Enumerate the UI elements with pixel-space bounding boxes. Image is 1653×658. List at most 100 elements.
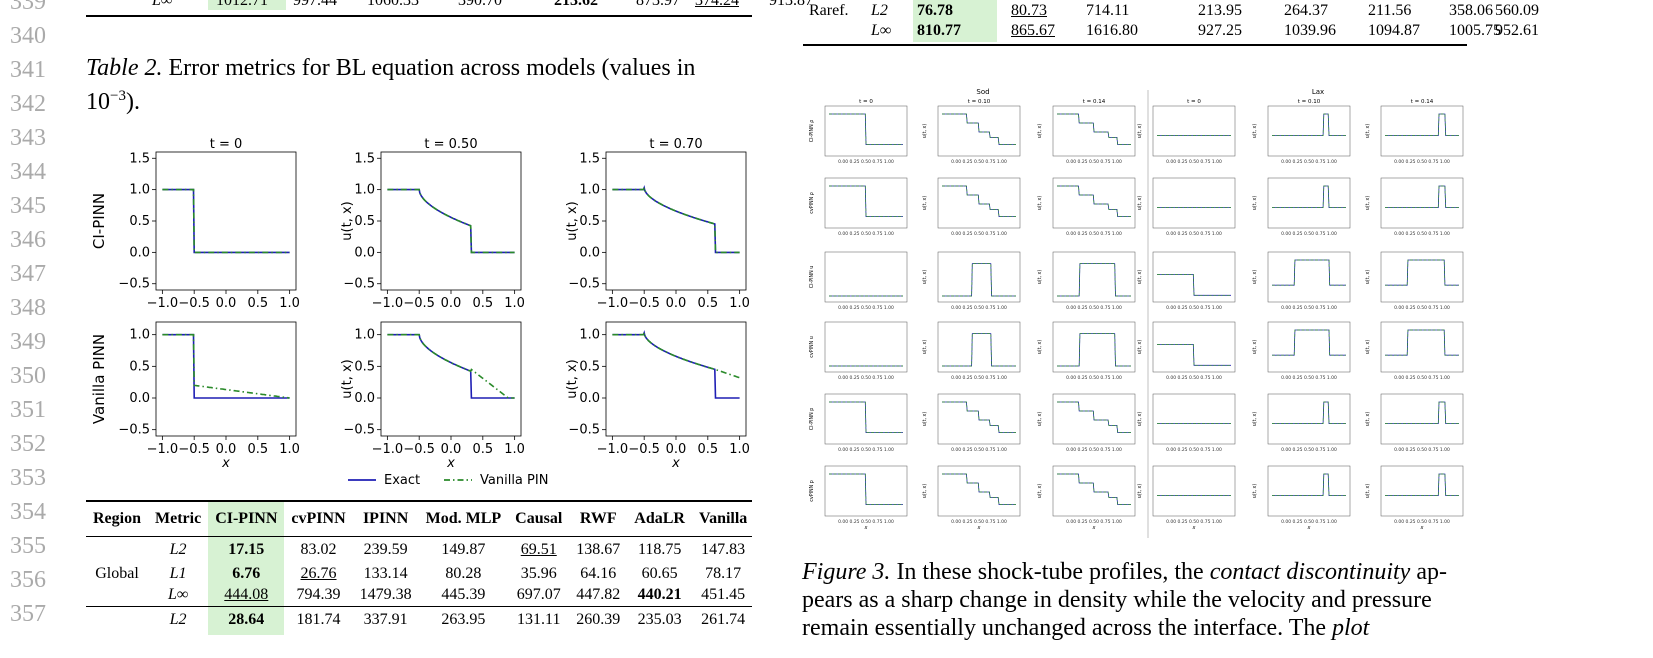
- plot-frame: [155, 321, 297, 437]
- exact-curve: [942, 401, 1016, 433]
- y-axis-label: u(t, x): [1037, 270, 1043, 285]
- table-cell: 865.67: [1011, 22, 1055, 39]
- y-tick-label: −0.5: [343, 423, 375, 438]
- column-header: AdaLR: [634, 510, 685, 527]
- exact-curve: [1385, 329, 1459, 356]
- y-tick-label: 1.0: [354, 183, 375, 198]
- x-axis-label: x: [1092, 525, 1096, 531]
- pinn-curve: [942, 401, 1016, 433]
- plot-frame: [1380, 105, 1464, 157]
- subplot: 0.00 0.25 0.50 0.75 1.00 u(t, x): [1037, 177, 1136, 237]
- pinn-curve: [1157, 274, 1231, 296]
- highlight-cell: [208, 0, 286, 10]
- exact-curve: [162, 333, 290, 399]
- pinn-curve: [1385, 401, 1459, 424]
- x-tick-label: 0.0: [666, 442, 687, 457]
- y-axis-label: CI-PINN u: [809, 266, 815, 289]
- x-axis-label: x: [977, 525, 981, 531]
- line-number: 347: [10, 261, 46, 287]
- exact-curve: [1057, 113, 1131, 145]
- pinn-curve: [1057, 185, 1131, 217]
- table-cell: 261.74: [701, 611, 746, 628]
- y-axis-label: u(t, x): [922, 484, 928, 499]
- error-table: Region Metric CI-PINN cvPINN IPINN Mod. MLP Ca…: [86, 502, 754, 635]
- y-axis-label: u(t, x): [1137, 484, 1143, 499]
- region-cell: [86, 584, 148, 605]
- subplot: 0.00 0.25 0.50 0.75 1.00x u(t, x): [1137, 465, 1236, 531]
- y-axis-label: u(t, x): [1037, 340, 1043, 355]
- y-axis-label: u(t, x): [922, 270, 928, 285]
- y-tick-label: 0.5: [129, 359, 150, 374]
- legend: Exact Vanilla PIN: [348, 473, 548, 488]
- subplot: 0.00 0.25 0.50 0.75 1.00 u(t, x): [1137, 251, 1236, 311]
- pinn-curve: [1272, 259, 1346, 286]
- x-tick-label: 0.00 0.25 0.50 0.75 1.00: [1394, 447, 1450, 453]
- plot-frame: [937, 251, 1021, 303]
- pinn-curve: [942, 113, 1016, 145]
- plot-frame: [1380, 177, 1464, 229]
- line-number: 352: [10, 431, 46, 457]
- y-tick-label: 0.0: [354, 245, 375, 260]
- x-tick-label: 0.00 0.25 0.50 0.75 1.00: [1166, 519, 1222, 525]
- exact-curve: [1272, 329, 1346, 356]
- plot-frame: [1052, 465, 1136, 517]
- metric-label: L∞: [871, 22, 892, 39]
- plot-frame: [1152, 251, 1236, 303]
- x-tick-label: −0.5: [178, 296, 210, 311]
- table-cell: 80.73: [1011, 2, 1047, 19]
- table-rule-top-right: [803, 44, 1467, 46]
- shock-tube-figure: Sod Lax t = 0 t = 0.10 t = 0.14 t = 0 t = 0.10…: [809, 88, 1464, 538]
- line-number: 350: [10, 363, 46, 389]
- subplot: 0.00 0.25 0.50 0.75 1.00 u(t, x): [1365, 177, 1464, 237]
- pinn-curve: [1385, 259, 1459, 286]
- x-tick-label: 0.00 0.25 0.50 0.75 1.00: [1066, 305, 1122, 311]
- x-tick-label: 1.0: [504, 296, 525, 311]
- x-tick-label: 0.00 0.25 0.50 0.75 1.00: [1281, 375, 1337, 381]
- y-axis-label: u(t, x): [922, 340, 928, 355]
- table-cell: 83.02: [300, 540, 337, 558]
- plot-frame: [1267, 177, 1351, 229]
- pinn-curve: [162, 188, 290, 254]
- y-tick-label: 0.0: [354, 391, 375, 406]
- pinn-curve: [387, 188, 515, 254]
- y-tick-label: 1.5: [129, 151, 150, 166]
- exact-curve: [162, 188, 290, 254]
- x-tick-label: −0.5: [403, 442, 435, 457]
- table-cell: 69.51: [520, 540, 557, 558]
- subplot: 0.00 0.25 0.50 0.75 1.00 u(t, x): [1037, 321, 1136, 381]
- plot-frame: [1152, 321, 1236, 373]
- pinn-curve: [829, 401, 903, 433]
- plot-frame: [1052, 251, 1136, 303]
- column-title: t = 0: [210, 137, 243, 152]
- x-tick-label: 0.00 0.25 0.50 0.75 1.00: [951, 447, 1007, 453]
- table-cell: 76.78: [917, 2, 953, 19]
- x-tick-label: 0.5: [472, 296, 493, 311]
- x-tick-label: 0.00 0.25 0.50 0.75 1.00: [1281, 519, 1337, 525]
- subplot: 0.00 0.25 0.50 0.75 1.00 cvPINN u: [809, 321, 908, 381]
- line-number: 344: [10, 159, 46, 185]
- table-header-row: Region Metric CI-PINN cvPINN IPINN Mod. MLP Ca…: [86, 502, 754, 536]
- pinn-curve: [1385, 473, 1459, 496]
- y-tick-label: −0.5: [118, 423, 150, 438]
- subplot: 0.00 0.25 0.50 0.75 1.00 u(t, x): [1137, 177, 1236, 237]
- table-cell: 952.61: [1495, 22, 1539, 39]
- x-tick-label: 0.00 0.25 0.50 0.75 1.00: [951, 231, 1007, 237]
- line-number: 342: [10, 91, 46, 117]
- x-tick-label: 0.00 0.25 0.50 0.75 1.00: [838, 231, 894, 237]
- group-title: Sod: [976, 88, 989, 96]
- x-tick-label: 0.00 0.25 0.50 0.75 1.00: [951, 519, 1007, 525]
- plot-frame: [1152, 393, 1236, 445]
- column-title: t = 0.50: [424, 137, 477, 152]
- region-cell: Global: [95, 564, 139, 582]
- table-cell: 213.62: [554, 0, 598, 9]
- table-cell: 913.87: [769, 0, 813, 9]
- y-axis-label: u(t, x): [1365, 270, 1371, 285]
- table-cell: 64.16: [580, 564, 617, 582]
- x-tick-label: −0.5: [628, 296, 660, 311]
- legend-label: Vanilla PIN: [480, 473, 548, 488]
- exact-curve: [1385, 401, 1459, 424]
- y-axis-label: cvPINN ρ: [809, 192, 815, 214]
- plot-frame: [605, 321, 747, 437]
- table-cell: 239.59: [363, 540, 408, 558]
- pinn-curve: [612, 185, 740, 254]
